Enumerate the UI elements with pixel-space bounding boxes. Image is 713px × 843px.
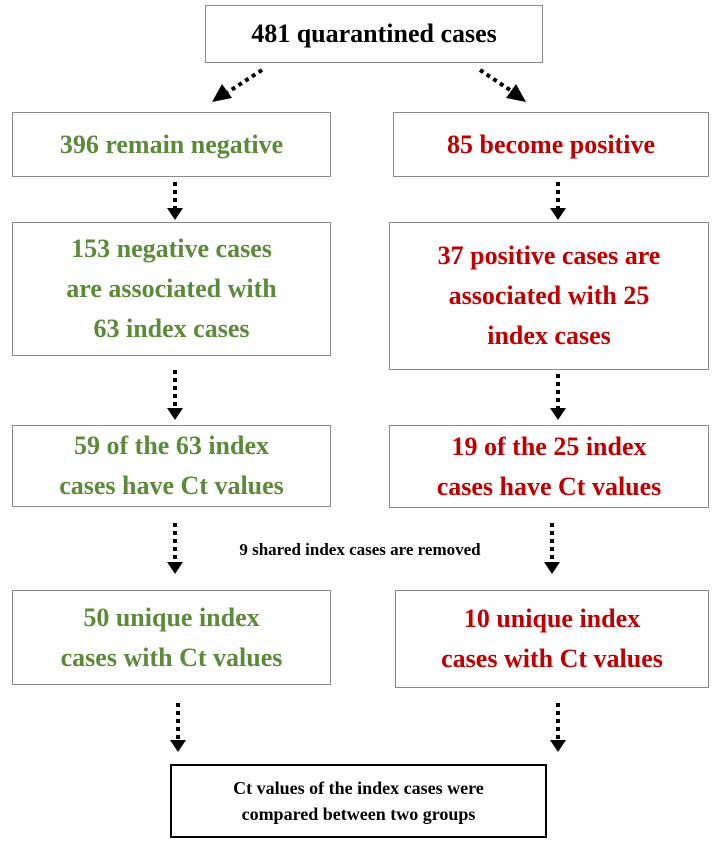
- arrow-line: [478, 68, 512, 92]
- note: 9 shared index cases are removed: [239, 540, 481, 559]
- node-text: associated with 25: [448, 281, 650, 310]
- node-box: 481 quarantined cases: [205, 5, 543, 63]
- arrowhead: [544, 562, 560, 574]
- arrowhead: [550, 208, 566, 220]
- node-text: 85 become positive: [447, 129, 655, 159]
- node-box: 59 of the 63 index cases have Ct values: [12, 425, 331, 507]
- arrowhead: [550, 740, 566, 752]
- arrowhead: [550, 408, 566, 420]
- node-box: Ct values of the index cases were compare…: [170, 764, 547, 838]
- node-text: Ct values of the index cases were: [233, 778, 484, 798]
- arrow-line: [226, 68, 264, 94]
- node-box: 85 become positive: [393, 112, 709, 177]
- arrowhead: [167, 208, 183, 220]
- node-text: cases have Ct values: [436, 471, 662, 501]
- node-text: 37 positive cases are: [437, 241, 661, 270]
- node-text: 59 of the 63 index: [74, 431, 269, 460]
- node-text: cases with Ct values: [60, 642, 283, 672]
- arrowhead: [170, 740, 186, 752]
- node-text: cases have Ct values: [59, 471, 284, 500]
- node-box: 10 unique index cases with Ct values: [395, 590, 709, 688]
- arrowhead: [212, 84, 232, 102]
- arrowhead: [506, 84, 526, 102]
- node-text: compared between two groups: [241, 804, 476, 824]
- node-text: 63 index cases: [93, 314, 250, 343]
- arrowhead: [167, 562, 183, 574]
- node-text: are associated with: [66, 274, 277, 303]
- node-text: 396 remain negative: [59, 129, 284, 159]
- node-box: 37 positive cases are associated with 25 i…: [389, 222, 709, 370]
- node-box: 50 unique index cases with Ct values: [12, 590, 331, 685]
- node-text: 153 negative cases: [71, 234, 272, 263]
- node-text: 50 unique index: [83, 602, 260, 632]
- node-text: index cases: [487, 321, 611, 350]
- node-text: 481 quarantined cases: [251, 19, 497, 48]
- node-text: 10 unique index: [463, 604, 641, 633]
- node-text: 19 of the 25 index: [451, 431, 647, 461]
- node-box: 153 negative cases are associated with 63 …: [12, 222, 331, 356]
- node-text: cases with Ct values: [441, 644, 663, 673]
- node-box: 19 of the 25 index cases have Ct values: [389, 425, 709, 508]
- node-box: 396 remain negative: [12, 112, 331, 177]
- arrowhead: [167, 408, 183, 420]
